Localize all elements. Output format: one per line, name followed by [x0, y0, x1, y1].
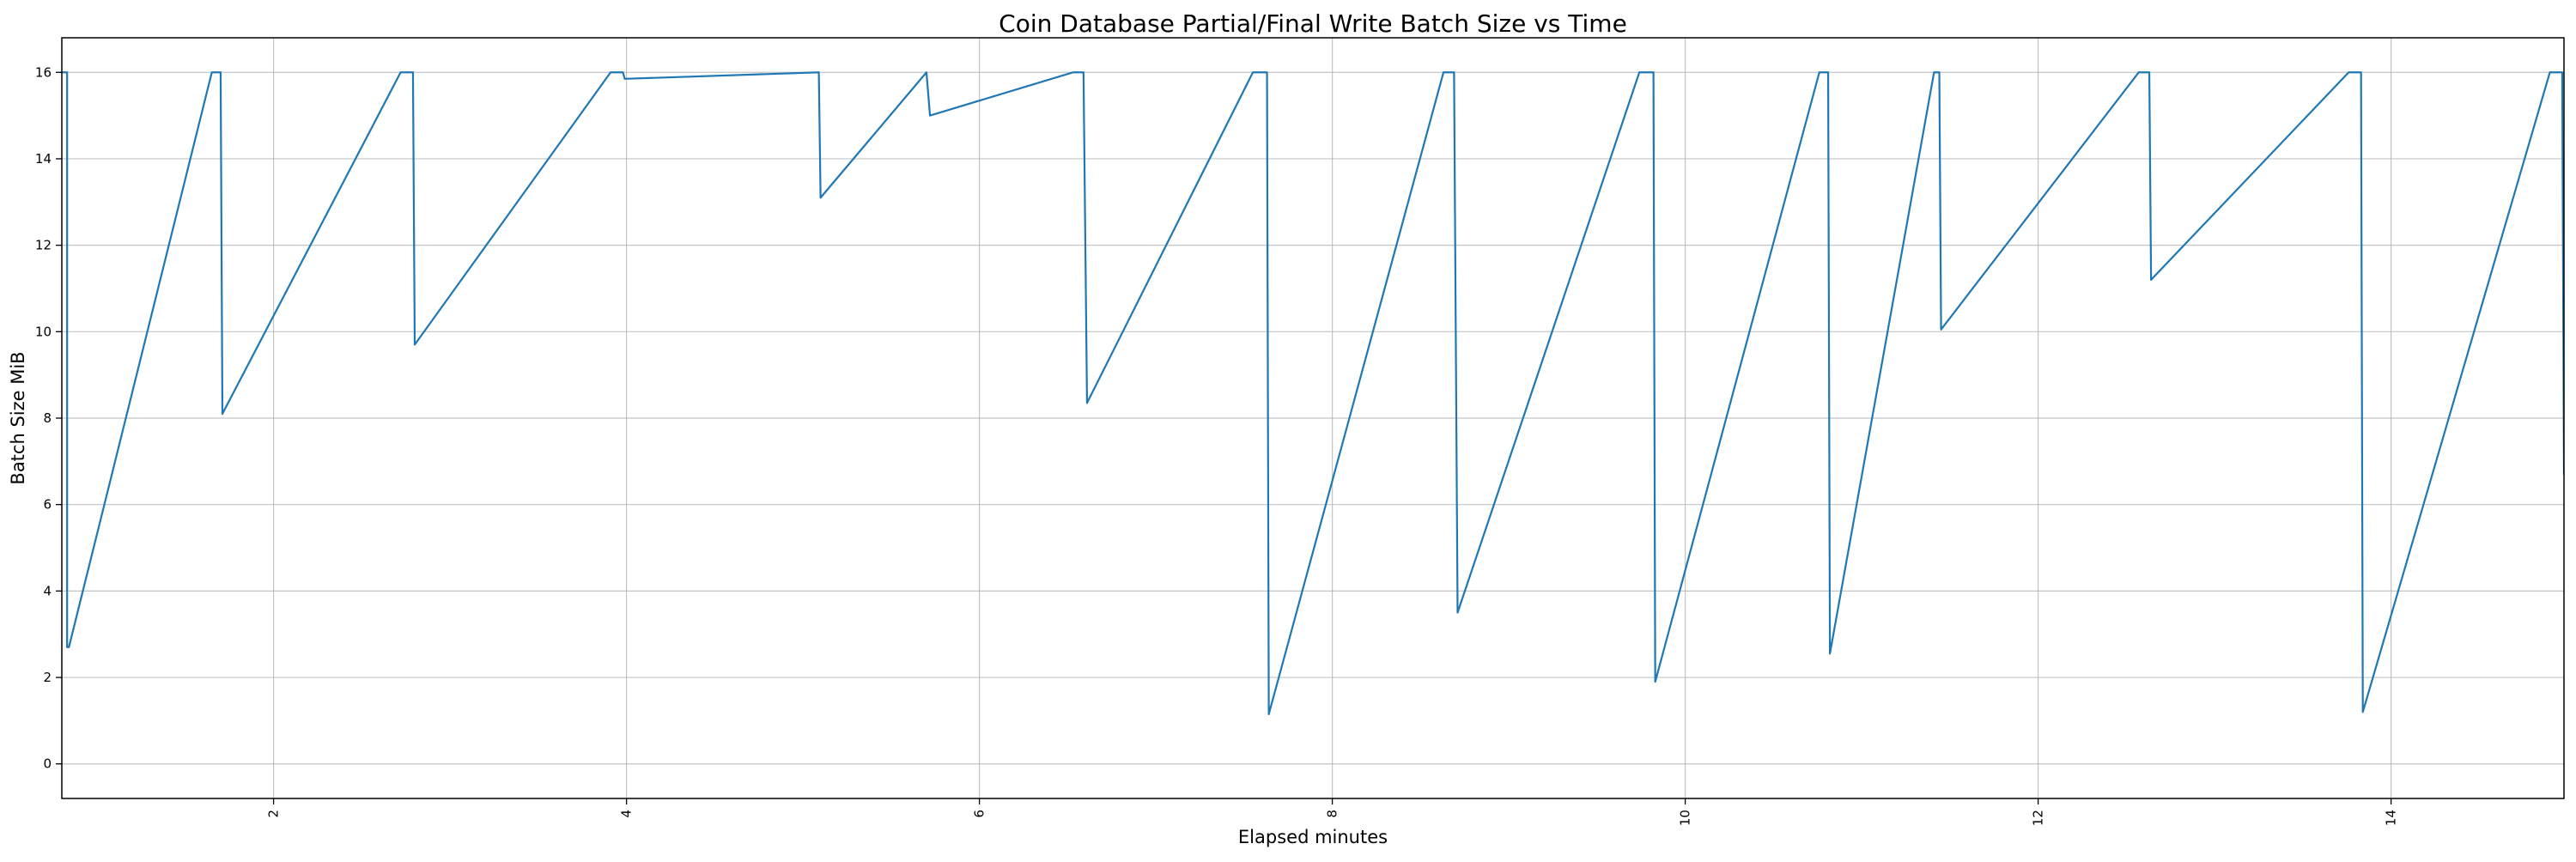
y-tick-label: 16: [35, 64, 52, 80]
y-tick-label: 10: [35, 324, 52, 339]
x-tick-label: 4: [619, 810, 635, 818]
y-tick-label: 12: [35, 238, 52, 253]
x-tick-label: 12: [2031, 810, 2046, 826]
y-axis-label: Batch Size MiB: [8, 351, 28, 484]
chart-title: Coin Database Partial/Final Write Batch …: [999, 9, 1627, 38]
x-tick-label: 10: [1678, 810, 1693, 826]
x-tick-label: 8: [1325, 810, 1340, 818]
y-tick-label: 2: [43, 670, 52, 685]
x-axis-label: Elapsed minutes: [1238, 827, 1388, 847]
gridlines: [62, 38, 2564, 798]
y-tick-label: 14: [35, 151, 52, 167]
series-layer: [62, 71, 2564, 715]
axis-ticks: 2 4 6 8 10 12 14 0 2 4 6 8 10 12 14 16: [35, 64, 2399, 826]
x-tick-label: 14: [2384, 810, 2399, 826]
series-line: [62, 71, 2564, 715]
y-tick-label: 8: [43, 410, 52, 426]
y-tick-label: 0: [43, 756, 52, 772]
y-tick-label: 4: [43, 583, 52, 598]
x-tick-label: 6: [972, 810, 987, 818]
y-tick-label: 6: [43, 497, 52, 513]
x-tick-label: 2: [266, 810, 282, 818]
